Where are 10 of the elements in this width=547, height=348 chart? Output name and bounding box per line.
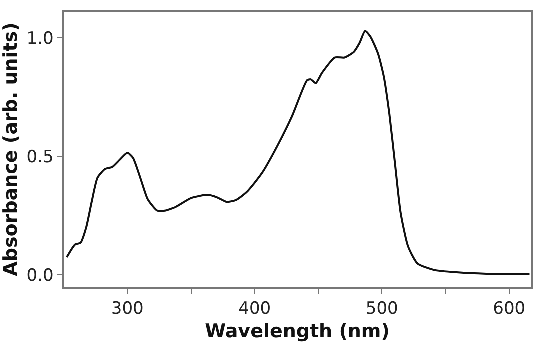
line-series xyxy=(66,30,531,276)
y-tick-label: 1.0 xyxy=(26,29,54,50)
x-tick-label: 600 xyxy=(493,299,526,320)
y-axis-title: Absorbance (arb. units) xyxy=(0,22,22,276)
y-tick-label: 0.5 xyxy=(26,148,54,168)
y-tick-label: 0.0 xyxy=(26,266,54,286)
x-axis-title: Wavelength (nm) xyxy=(205,320,390,342)
x-tick-label: 400 xyxy=(238,299,272,320)
x-tick-label: 500 xyxy=(366,299,398,320)
x-tick-label: 300 xyxy=(111,299,144,320)
